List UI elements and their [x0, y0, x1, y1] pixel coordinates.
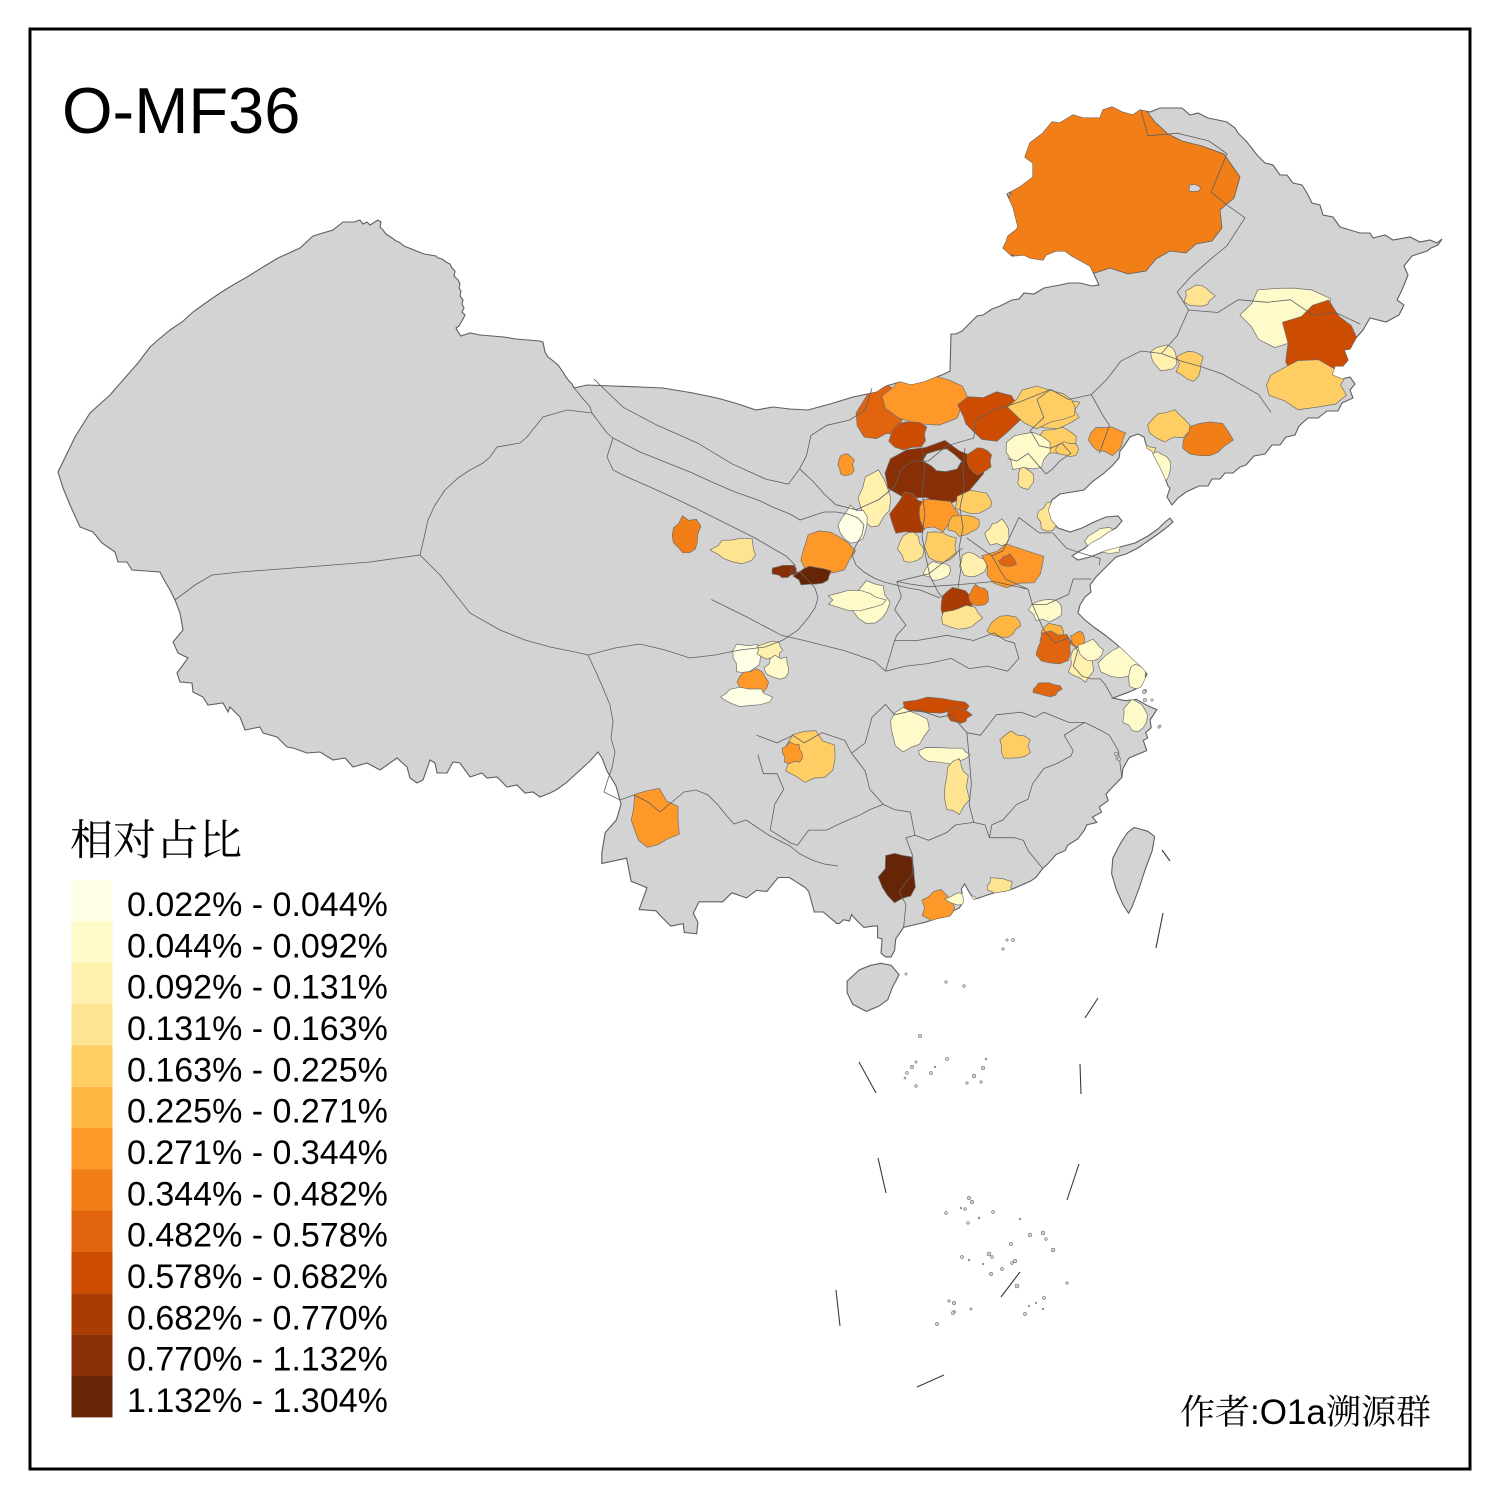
svg-text:0.022% - 0.044%: 0.022% - 0.044%: [127, 886, 388, 924]
svg-text:0.225% - 0.271%: 0.225% - 0.271%: [127, 1093, 388, 1131]
svg-text:1.132% - 1.304%: 1.132% - 1.304%: [127, 1382, 388, 1420]
svg-text:0.131% - 0.163%: 0.131% - 0.163%: [127, 1010, 388, 1048]
svg-text:0.578% - 0.682%: 0.578% - 0.682%: [127, 1258, 388, 1296]
svg-text:0.482% - 0.578%: 0.482% - 0.578%: [127, 1217, 388, 1255]
svg-text:0.092% - 0.131%: 0.092% - 0.131%: [127, 969, 388, 1007]
svg-text:0.044% - 0.092%: 0.044% - 0.092%: [127, 927, 388, 965]
svg-text:O-MF36: O-MF36: [62, 74, 300, 147]
svg-text::O1a: :O1a: [1250, 1393, 1326, 1432]
svg-text:0.344% - 0.482%: 0.344% - 0.482%: [127, 1175, 388, 1213]
svg-text:0.770% - 1.132%: 0.770% - 1.132%: [127, 1341, 388, 1379]
svg-text:0.163% - 0.225%: 0.163% - 0.225%: [127, 1051, 388, 1089]
svg-text:0.682% - 0.770%: 0.682% - 0.770%: [127, 1299, 388, 1337]
svg-text:0.271% - 0.344%: 0.271% - 0.344%: [127, 1134, 388, 1172]
